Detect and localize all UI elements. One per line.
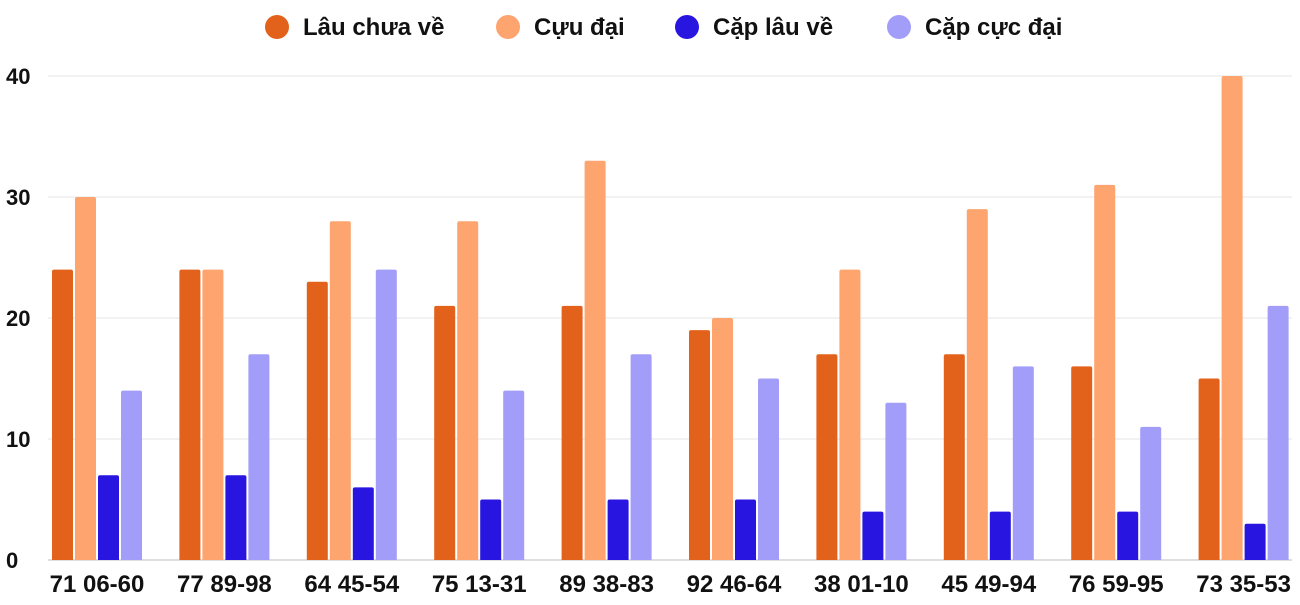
bar-2-8 (966, 209, 988, 560)
y-tick-label: 10 (6, 427, 30, 452)
legend-label: Lâu chưa về (303, 14, 444, 41)
x-tick-label: 64 45-54 (304, 571, 399, 598)
legend-label: Cặp lâu về (713, 14, 833, 41)
bar-4-4 (503, 390, 525, 560)
x-tick-label: 77 89-98 (177, 571, 272, 598)
legend-swatch (887, 15, 911, 39)
y-tick-label: 40 (6, 64, 30, 89)
legend-item-3: Cặp lâu về (675, 14, 833, 41)
y-tick-label: 20 (6, 306, 30, 331)
x-tick-label: 92 46-64 (687, 571, 782, 598)
x-tick-label: 89 38-83 (559, 571, 654, 598)
bar-4-9 (1140, 426, 1162, 560)
bar-2-3 (329, 221, 351, 560)
chart-bars (52, 76, 1289, 560)
bar-4-2 (248, 354, 270, 560)
bar-2-9 (1094, 184, 1116, 560)
x-tick-label: 75 13-31 (432, 571, 527, 598)
bar-3-1 (98, 475, 119, 560)
legend-label: Cựu đại (534, 14, 625, 41)
legend-item-4: Cặp cực đại (887, 14, 1062, 41)
bar-3-8 (989, 511, 1011, 560)
bar-1-5 (561, 305, 583, 560)
legend-label: Cặp cực đại (925, 14, 1062, 41)
bar-3-7 (862, 511, 884, 560)
legend-item-2: Cựu đại (496, 14, 625, 41)
legend-item-1: Lâu chưa về (265, 14, 444, 41)
bar-2-5 (584, 160, 606, 560)
bar-1-7 (816, 354, 838, 560)
bar-3-9 (1117, 511, 1139, 560)
bar-1-9 (1071, 366, 1093, 560)
x-axis: 71 06-60 77 89-98 64 45-54 75 13-31 89 38-83… (50, 571, 1291, 598)
bar-4-7 (885, 402, 907, 560)
y-tick-label: 30 (6, 185, 30, 210)
bar-1-4 (434, 305, 456, 560)
bar-4-10 (1267, 305, 1289, 560)
bar-4-5 (630, 354, 652, 560)
x-tick-label: 45 49-94 (941, 571, 1036, 598)
bar-1-3 (306, 281, 328, 560)
bar-4-3 (375, 269, 397, 560)
x-tick-label: 71 06-60 (50, 571, 145, 598)
bar-2-4 (457, 221, 479, 560)
chart-legend: Lâu chưa về Cựu đại Cặp lâu về Cặp cực đại (265, 14, 1062, 41)
bar-4-1 (121, 390, 142, 560)
bar-2-7 (839, 269, 861, 560)
bar-1-6 (689, 330, 710, 560)
y-axis: 0 10 20 30 40 (6, 64, 30, 573)
legend-swatch (496, 15, 520, 39)
x-tick-label: 73 35-53 (1196, 571, 1291, 598)
bar-1-2 (179, 269, 201, 560)
bar-4-6 (758, 378, 779, 560)
bar-3-3 (352, 487, 374, 560)
legend-swatch (265, 15, 289, 39)
bar-3-4 (480, 499, 502, 560)
bar-3-5 (607, 499, 629, 560)
bar-3-10 (1244, 523, 1266, 560)
bar-2-2 (202, 269, 224, 560)
bar-3-2 (225, 475, 247, 560)
legend-swatch (675, 15, 699, 39)
bar-1-10 (1198, 378, 1220, 560)
bar-2-1 (75, 197, 96, 560)
y-tick-label: 0 (6, 548, 18, 573)
bar-1-8 (943, 354, 965, 560)
bar-2-6 (712, 318, 733, 560)
bar-2-10 (1221, 76, 1243, 560)
bar-3-6 (735, 499, 756, 560)
bar-4-8 (1012, 366, 1034, 560)
x-tick-label: 76 59-95 (1069, 571, 1164, 598)
bar-1-1 (52, 269, 73, 560)
x-tick-label: 38 01-10 (814, 571, 909, 598)
